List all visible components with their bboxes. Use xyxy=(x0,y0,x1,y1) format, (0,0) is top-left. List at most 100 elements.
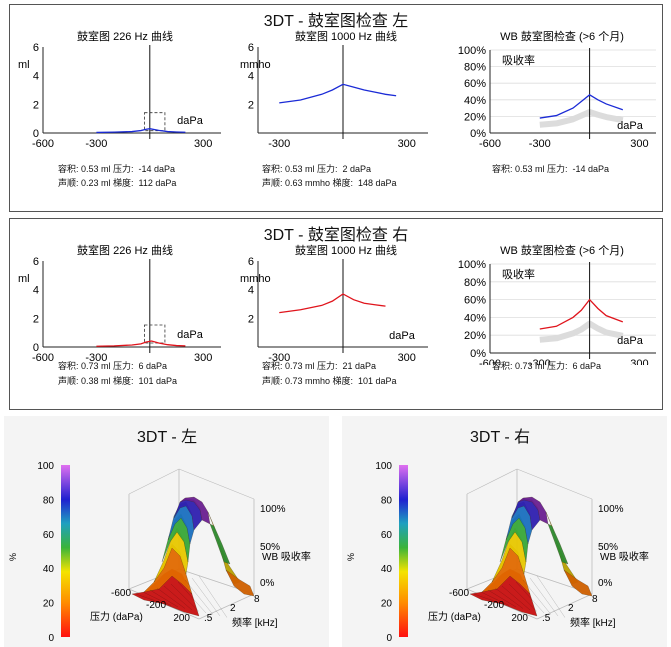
z-tick-label: 50% xyxy=(598,542,618,553)
surface-right-background xyxy=(342,416,667,647)
surface-mesh-line xyxy=(198,575,228,618)
left-wb-ghost-band xyxy=(539,109,624,128)
left-wb-ytick-label: 0% xyxy=(470,128,486,140)
surface-mesh-line xyxy=(184,579,214,615)
freq-tick-label: 8 xyxy=(592,594,598,605)
surface-strip xyxy=(209,523,231,565)
left-226-peak-box xyxy=(144,112,166,132)
left-wb-ytick-label: 100% xyxy=(458,45,486,57)
right-1000-stat-compliance: 声顺: 0.73 mmho 梯度: 101 daPa xyxy=(262,376,397,386)
colorbar-tick-label: 80 xyxy=(43,495,55,506)
right-226-ytick-label: 6 xyxy=(33,256,39,268)
left-ear-panel: 3DT - 鼓室图检查 左 鼓室图 226 Hz 曲线 0 2 4 6 -600 -300 3… xyxy=(9,4,663,212)
right-1000-xtick-label: 300 xyxy=(398,352,416,364)
left-226-ytick-label: 2 xyxy=(33,99,39,111)
z-tick-label: 100% xyxy=(260,504,286,515)
left-1000-stat-compliance: 声顺: 0.63 mmho 梯度: 148 daPa xyxy=(262,178,397,188)
right-wb-title: WB 鼓室图检查 (>6 个月) xyxy=(500,243,624,257)
colorbar-unit-label: % xyxy=(8,553,18,561)
right-226-stat-compliance: 声顺: 0.38 ml 梯度: 101 daPa xyxy=(58,376,178,386)
right-wb-xtick-label: 300 xyxy=(630,358,648,365)
left-1000-stat-volume: 容积: 0.53 ml 压力: 2 daPa xyxy=(262,164,372,174)
pressure-tick-label: -600 xyxy=(111,588,131,599)
z-axis-label: WB 吸收率 xyxy=(600,550,649,563)
right-1000-ytick-label: 4 xyxy=(248,285,254,297)
left-wb-ytick-label: 80% xyxy=(464,62,486,74)
left-wb-ytick-label: 20% xyxy=(464,111,486,123)
freq-tick-label: 2 xyxy=(568,603,574,614)
left-1000-ytick-label: 2 xyxy=(248,99,254,111)
left-226-xtick-label: -600 xyxy=(32,138,54,150)
surface-strip xyxy=(225,569,255,597)
left-226-ytick-label: 6 xyxy=(33,42,39,54)
right-1000-unit-label: mmho xyxy=(240,273,271,285)
left-1000-unit-label: mmho xyxy=(240,59,271,71)
left-1000-title: 鼓室图 1000 Hz 曲线 xyxy=(295,29,397,43)
left-wb-xunit-label: daPa xyxy=(617,120,644,132)
surface-mesh-line xyxy=(480,591,510,606)
surface-strip xyxy=(563,569,593,597)
right-226-ytick-label: 4 xyxy=(33,285,39,297)
pressure-tick-label: 200 xyxy=(511,613,528,624)
right-1000-stat-volume: 容积: 0.73 ml 压力: 21 daPa xyxy=(262,361,377,371)
surface-left-background xyxy=(4,416,329,647)
right-226-xtick-label: -600 xyxy=(32,352,54,364)
surface-mesh-line xyxy=(522,579,552,615)
right-226-chart: 鼓室图 226 Hz 曲线 0 2 4 6 -600 -300 300 ml daPa xyxy=(18,243,221,364)
surface-mesh-line xyxy=(508,583,538,612)
surface-mesh-line xyxy=(142,591,172,606)
right-226-ytick-label: 0 xyxy=(33,342,39,354)
surface-right-title: 3DT - 右 xyxy=(470,429,531,446)
left-1000-ytick-label: 4 xyxy=(248,71,254,83)
right-wb-series-line xyxy=(539,298,624,330)
right-wb-unit-label: 吸收率 xyxy=(502,267,535,281)
left-226-xtick-label: 300 xyxy=(194,138,212,150)
surface-top-edge xyxy=(128,468,180,495)
surface-mesh-line xyxy=(487,589,517,608)
colorbar-tick-label: 20 xyxy=(381,599,393,610)
surface-mesh-line xyxy=(149,589,179,608)
right-1000-series-line xyxy=(279,293,386,314)
z-axis-label: WB 吸收率 xyxy=(262,550,311,563)
colorbar-tick-label: 100 xyxy=(375,461,392,472)
right-wb-stat-volume: 容积: 0.73 ml 压力: 6 daPa xyxy=(492,361,602,371)
surface-front-edge xyxy=(536,593,593,620)
right-wb-chart: WB 鼓室图检查 (>6 个月) 0% 20% 40% 60% 80% 100% -600 -3… xyxy=(458,243,656,365)
colorbar-tick-label: 60 xyxy=(43,530,55,541)
colorbar-tick-label: 0 xyxy=(386,633,392,644)
pressure-tick-label: -600 xyxy=(449,588,469,599)
right-wb-ytick-label: 20% xyxy=(464,330,486,342)
freq-axis-label: 频率 [kHz] xyxy=(232,616,278,629)
left-226-ytick-label: 4 xyxy=(33,71,39,83)
surface-top-edge xyxy=(178,468,255,500)
surface-mesh-line xyxy=(501,585,531,611)
left-226-xtick-label: -300 xyxy=(85,138,107,150)
right-wb-ytick-label: 40% xyxy=(464,312,486,324)
z-tick-label: 0% xyxy=(598,578,613,589)
left-1000-series-line xyxy=(279,83,397,104)
pressure-axis-label: 压力 (daPa) xyxy=(90,610,143,623)
freq-tick-label: 8 xyxy=(254,594,260,605)
surface-mesh-line xyxy=(135,593,165,605)
surface-left-title: 3DT - 左 xyxy=(137,429,198,446)
freq-axis-label: 频率 [kHz] xyxy=(570,616,616,629)
left-1000-chart: 鼓室图 1000 Hz 曲线 2 4 6 -300 300 mmho xyxy=(240,29,428,150)
left-wb-stat-volume: 容积: 0.53 ml 压力: -14 daPa xyxy=(492,164,610,174)
colorbar-tick-label: 60 xyxy=(381,530,393,541)
right-1000-title: 鼓室图 1000 Hz 曲线 xyxy=(295,243,397,257)
right-wb-ghost-band xyxy=(539,320,624,343)
pressure-axis-label: 压力 (daPa) xyxy=(428,610,481,623)
left-wb-xtick-label: 300 xyxy=(630,138,648,150)
colorbar xyxy=(399,465,408,637)
left-226-series-line xyxy=(96,128,186,134)
surface-strip xyxy=(547,523,569,565)
surface-mesh-line xyxy=(515,581,545,614)
left-226-title: 鼓室图 226 Hz 曲线 xyxy=(77,29,173,43)
surface-top-edge xyxy=(466,468,518,495)
pressure-tick-label: -200 xyxy=(484,600,504,611)
left-panel-title: 3DT - 鼓室图检查 左 xyxy=(263,13,409,30)
colorbar-tick-label: 20 xyxy=(43,599,55,610)
right-wb-xunit-label: daPa xyxy=(617,335,644,347)
